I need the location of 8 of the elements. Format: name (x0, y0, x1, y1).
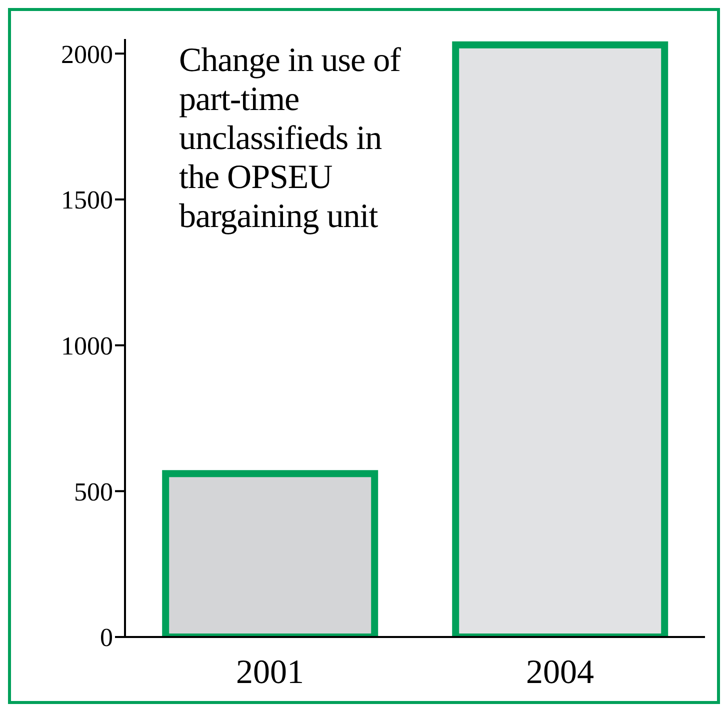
text: Change in use of part-time unclassifieds in the OPSEU bargaining unit (179, 41, 402, 236)
y-tick-label: 2000 (61, 40, 113, 69)
x-tick-label: 2004 (526, 654, 594, 692)
y-tick-label: 0 (100, 623, 113, 652)
y-tick-label: 1500 (61, 186, 113, 215)
y-tick-label: 500 (74, 477, 113, 506)
y-tick-label: 1000 (61, 332, 113, 361)
x-tick-label: 2001 (236, 654, 304, 692)
